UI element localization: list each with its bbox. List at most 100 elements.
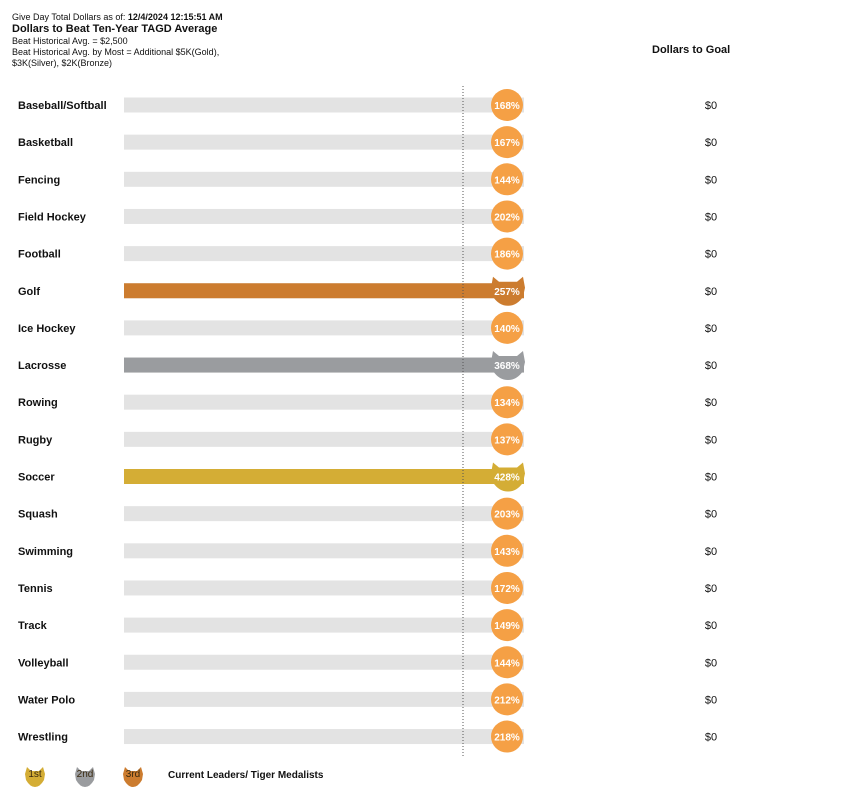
bar-track bbox=[124, 97, 524, 113]
percent-badge bbox=[491, 163, 523, 196]
dollars-to-goal-value: $0 bbox=[705, 323, 717, 335]
percent-label: 140% bbox=[494, 324, 520, 335]
percent-badge bbox=[491, 497, 523, 530]
category-label: Baseball/Softball bbox=[18, 100, 107, 112]
percent-label: 143% bbox=[494, 547, 520, 558]
bar-track bbox=[124, 394, 524, 410]
report-header: Give Day Total Dollars as of: 12/4/2024 … bbox=[12, 12, 352, 69]
historical-average-note: Beat Historical Avg. = $2,500 bbox=[12, 36, 128, 46]
dollars-to-goal-value: $0 bbox=[705, 509, 717, 521]
percent-label: 134% bbox=[494, 398, 520, 409]
percent-label: 218% bbox=[494, 733, 520, 744]
category-label: Track bbox=[18, 620, 48, 632]
dollars-to-goal-value: $0 bbox=[705, 657, 717, 669]
bar-track bbox=[124, 654, 524, 670]
bar-track bbox=[124, 580, 524, 596]
dollars-to-goal-value: $0 bbox=[705, 583, 717, 595]
percent-label: 428% bbox=[494, 473, 520, 484]
tiger-silver-marker bbox=[491, 351, 525, 381]
percent-badge bbox=[491, 126, 523, 159]
category-label: Tennis bbox=[18, 583, 53, 595]
percent-label: 167% bbox=[494, 138, 520, 149]
legend-caption: Current Leaders/ Tiger Medalists bbox=[168, 770, 324, 781]
percent-label: 172% bbox=[494, 584, 520, 595]
percent-badge bbox=[491, 646, 523, 679]
percent-label: 149% bbox=[494, 621, 520, 632]
category-label: Fencing bbox=[18, 174, 60, 186]
percent-label: 212% bbox=[494, 695, 520, 706]
medal-rule-note: Beat Historical Avg. by Most = Additiona… bbox=[12, 47, 220, 57]
percent-badge bbox=[491, 386, 523, 419]
dollars-to-goal-value: $0 bbox=[705, 472, 717, 484]
as-of-line: Give Day Total Dollars as of: 12/4/2024 … bbox=[12, 12, 352, 23]
category-label: Wrestling bbox=[18, 732, 68, 744]
dollars-to-goal-value: $0 bbox=[705, 211, 717, 223]
bar-bronze bbox=[124, 283, 524, 299]
dollars-to-goal-value: $0 bbox=[705, 546, 717, 558]
category-label: Basketball bbox=[18, 137, 73, 149]
category-label: Field Hockey bbox=[18, 211, 87, 223]
bar-track bbox=[124, 431, 524, 447]
tiger-bronze-marker bbox=[491, 276, 525, 306]
percent-label: 144% bbox=[494, 175, 520, 186]
bar-track bbox=[124, 506, 524, 522]
dollars-to-goal-value: $0 bbox=[705, 620, 717, 632]
percent-badge bbox=[491, 571, 523, 604]
bar-track bbox=[124, 134, 524, 150]
percent-label: 186% bbox=[494, 250, 520, 261]
category-label: Volleyball bbox=[18, 657, 69, 669]
percent-label: 137% bbox=[494, 435, 520, 446]
category-label: Rowing bbox=[18, 397, 58, 409]
dollars-to-goal-value: $0 bbox=[705, 174, 717, 186]
category-label: Swimming bbox=[18, 546, 73, 558]
percent-badge bbox=[491, 609, 523, 642]
bar-track bbox=[124, 729, 524, 745]
bar-track bbox=[124, 246, 524, 262]
bar-track bbox=[124, 617, 524, 633]
percent-badge bbox=[491, 237, 523, 270]
as-of-label: Give Day Total Dollars as of: bbox=[12, 12, 126, 22]
dollars-to-goal-value: $0 bbox=[705, 137, 717, 149]
percent-badge bbox=[491, 720, 523, 753]
as-of-timestamp: 12/4/2024 12:15:51 AM bbox=[127, 12, 223, 22]
category-label: Water Polo bbox=[18, 694, 75, 706]
tiger-gold-marker bbox=[491, 462, 525, 492]
percent-label: 168% bbox=[494, 101, 520, 112]
percent-label: 144% bbox=[494, 658, 520, 669]
percent-badge bbox=[491, 311, 523, 344]
dollars-to-goal-value: $0 bbox=[705, 397, 717, 409]
dollars-to-goal-value: $0 bbox=[705, 286, 717, 298]
legend-bronze-label: 3rd bbox=[125, 769, 141, 780]
dollars-to-goal-value: $0 bbox=[705, 694, 717, 706]
legend-silver: 2nd bbox=[72, 764, 98, 788]
dollars-to-goal-value: $0 bbox=[705, 249, 717, 261]
category-label: Lacrosse bbox=[18, 360, 66, 372]
category-label: Ice Hockey bbox=[18, 323, 76, 335]
tiger-bronze-icon bbox=[123, 767, 143, 787]
bar-gold bbox=[124, 469, 524, 484]
percent-badge bbox=[491, 534, 523, 567]
bar-track bbox=[124, 208, 524, 224]
medal-rule-note-continued: $3K(Silver), $2K(Bronze) bbox=[12, 58, 113, 68]
percent-label: 368% bbox=[494, 361, 520, 372]
bar-silver bbox=[124, 357, 524, 373]
bar-track bbox=[124, 691, 524, 707]
category-label: Rugby bbox=[18, 434, 53, 446]
category-label: Football bbox=[18, 249, 61, 261]
category-label: Golf bbox=[18, 286, 40, 298]
percent-badge bbox=[491, 200, 523, 233]
percent-badge bbox=[491, 89, 523, 121]
legend-gold: 1st bbox=[22, 764, 48, 788]
dollars-to-goal-value: $0 bbox=[705, 434, 717, 446]
percent-label: 202% bbox=[494, 212, 520, 223]
percent-badge bbox=[491, 683, 523, 716]
category-label: Squash bbox=[18, 509, 58, 521]
legend-silver-label: 2nd bbox=[76, 769, 94, 780]
dollars-to-goal-value: $0 bbox=[705, 100, 717, 112]
bar-track bbox=[124, 543, 524, 559]
legend-gold-label: 1st bbox=[28, 769, 42, 780]
dollars-to-goal-value: $0 bbox=[705, 732, 717, 744]
tiger-gold-icon bbox=[25, 767, 45, 787]
category-label: Soccer bbox=[18, 472, 55, 484]
